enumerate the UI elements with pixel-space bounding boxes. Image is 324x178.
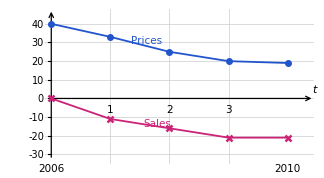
Text: 3: 3: [225, 105, 232, 115]
Text: 2006: 2006: [38, 164, 64, 174]
Text: t: t: [313, 85, 317, 95]
Text: Prices: Prices: [131, 36, 162, 46]
Text: 2: 2: [166, 105, 173, 115]
Text: 2010: 2010: [274, 164, 301, 174]
Text: Sales: Sales: [143, 119, 171, 129]
Text: 1: 1: [107, 105, 114, 115]
